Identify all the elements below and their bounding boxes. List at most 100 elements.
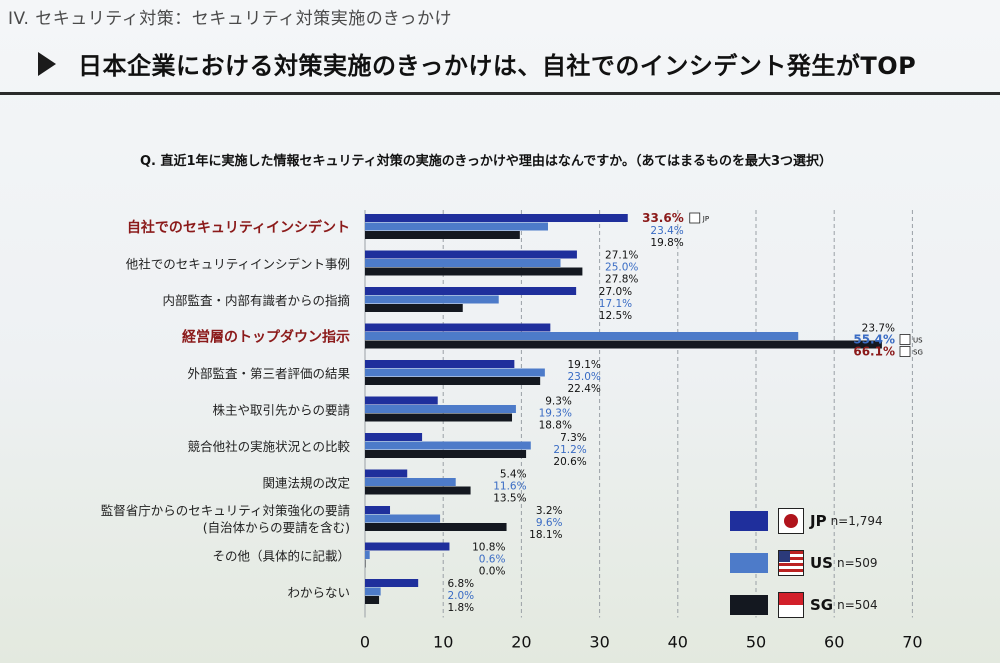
legend-swatch-sg xyxy=(730,595,768,615)
value-label: 3.2% xyxy=(536,505,563,517)
x-tick-label: 50 xyxy=(746,633,766,652)
marker-flag-icon xyxy=(899,346,911,357)
bar-us xyxy=(365,587,381,596)
value-label: 18.8% xyxy=(539,420,572,432)
value-label: 1.8% xyxy=(447,602,474,614)
category-label: 競合他社の実施状況との比較 xyxy=(188,439,351,454)
bar-jp xyxy=(365,579,419,587)
category-label: 内部監査・内部有識者からの指摘 xyxy=(162,293,350,308)
bar-jp xyxy=(365,287,577,295)
bar-us xyxy=(365,405,516,413)
bar-us xyxy=(365,222,548,231)
legend-swatch-us xyxy=(730,553,768,573)
value-label: 9.6% xyxy=(536,517,563,529)
legend-n-us: n=509 xyxy=(836,556,878,570)
category-label: わからない xyxy=(287,585,350,600)
category-label: 自社でのセキュリティインシデント xyxy=(127,219,350,236)
value-label: 12.5% xyxy=(599,310,632,322)
bar-sg xyxy=(365,304,463,312)
x-tick-label: 30 xyxy=(589,633,609,652)
value-label: 23.7% xyxy=(862,323,895,335)
title-rule xyxy=(0,92,1000,95)
x-tick-label: 0 xyxy=(360,633,370,652)
value-label: 27.1% xyxy=(605,250,638,262)
legend-n-sg: n=504 xyxy=(837,598,878,612)
value-label: 0.0% xyxy=(479,566,506,578)
bar-jp xyxy=(365,323,551,332)
legend-code-jp: JP xyxy=(810,512,827,530)
category-label: 監督省庁からのセキュリティ対策強化の要請 xyxy=(101,503,350,518)
value-label: 5.4% xyxy=(500,469,527,481)
value-label: 33.6% xyxy=(642,211,684,225)
marker-label: SG xyxy=(913,349,923,357)
us-flag-icon xyxy=(778,550,804,576)
bar-sg xyxy=(365,413,513,422)
value-label: 0.6% xyxy=(479,554,506,566)
legend-item-jp: JP n=1,794 xyxy=(730,500,883,542)
play-arrow-icon xyxy=(38,51,56,76)
bar-sg xyxy=(365,450,527,458)
bar-jp xyxy=(365,360,515,368)
bar-jp xyxy=(365,250,577,259)
category-label: その他（具体的に記載） xyxy=(212,549,350,564)
bar-jp xyxy=(365,214,628,222)
marker-flag-icon xyxy=(899,334,911,345)
x-tick-label: 70 xyxy=(902,633,922,652)
bar-us xyxy=(365,259,561,267)
bar-sg xyxy=(365,523,507,531)
legend: JP n=1,794 US n=509 SG n=504 xyxy=(730,500,883,626)
marker-label: US xyxy=(913,337,923,345)
headline-row: 日本企業における対策実施のきっかけは、自社でのインシデント発生がTOP xyxy=(38,46,916,81)
bar-us xyxy=(365,441,531,450)
value-label: 66.1% xyxy=(853,345,895,359)
bar-sg xyxy=(365,267,583,276)
survey-question: Q. 直近1年に実施した情報セキュリティ対策の実施のきっかけや理由はなんですか。… xyxy=(140,154,832,169)
value-label: 20.6% xyxy=(553,456,586,468)
bar-jp xyxy=(365,396,438,405)
value-label: 27.8% xyxy=(605,274,638,286)
value-label: 21.2% xyxy=(553,444,586,456)
marker-label: JP xyxy=(702,215,709,223)
value-label: 19.1% xyxy=(568,359,601,371)
bar-us xyxy=(365,332,799,340)
category-label: 経営層のトップダウン指示 xyxy=(182,329,350,346)
value-label: 23.4% xyxy=(650,225,683,237)
x-tick-label: 60 xyxy=(824,633,844,652)
legend-code-us: US xyxy=(810,554,833,572)
x-tick-label: 40 xyxy=(668,633,688,652)
value-label: 10.8% xyxy=(472,542,505,554)
value-label: 55.4% xyxy=(853,333,895,347)
value-label: 17.1% xyxy=(599,298,632,310)
legend-code-sg: SG xyxy=(810,596,834,614)
bar-sg xyxy=(365,596,380,604)
value-label: 19.3% xyxy=(539,408,572,420)
bar-jp xyxy=(365,469,408,478)
bar-sg xyxy=(365,231,520,239)
section-title: IV. セキュリティ対策：セキュリティ対策実施のきっかけ xyxy=(8,9,453,29)
category-label: 他社でのセキュリティインシデント事例 xyxy=(126,257,350,272)
value-label: 13.5% xyxy=(493,493,526,505)
x-tick-label: 10 xyxy=(433,633,453,652)
singapore-flag-icon xyxy=(778,592,804,618)
value-label: 7.3% xyxy=(560,432,587,444)
x-tick-label: 20 xyxy=(511,633,531,652)
value-label: 27.0% xyxy=(599,286,632,298)
legend-item-sg: SG n=504 xyxy=(730,584,883,626)
legend-item-us: US n=509 xyxy=(730,542,883,584)
category-label: 外部監査・第三者評価の結果 xyxy=(187,366,350,381)
legend-n-jp: n=1,794 xyxy=(830,514,883,528)
headline: 日本企業における対策実施のきっかけは、自社でのインシデント発生がTOP xyxy=(78,52,917,80)
value-label: 23.0% xyxy=(568,371,601,383)
value-label: 19.8% xyxy=(650,237,683,249)
bar-jp xyxy=(365,433,423,441)
bar-us xyxy=(365,368,545,377)
value-label: 18.1% xyxy=(529,529,562,541)
bar-us xyxy=(365,514,441,523)
category-label: 関連法規の改定 xyxy=(262,476,350,491)
bar-sg xyxy=(365,486,471,495)
bar-us xyxy=(365,551,370,559)
legend-swatch-jp xyxy=(730,511,768,531)
bar-sg xyxy=(365,377,541,385)
bar-sg xyxy=(365,559,366,568)
